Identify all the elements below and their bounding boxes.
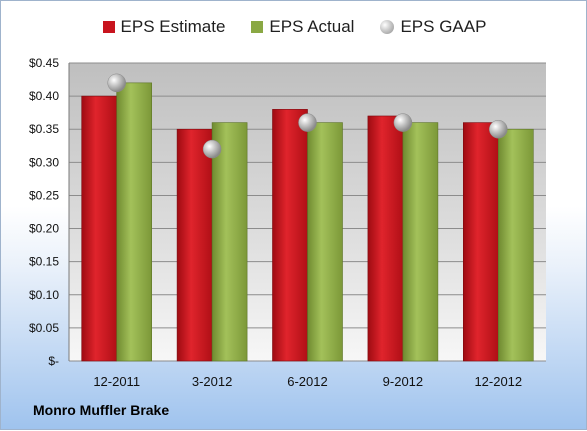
marker-eps-gaap [393,113,413,132]
x-tick-label: 12-2011 [93,374,140,389]
legend-marker-eps-gaap [380,20,395,34]
bar-eps-actual [402,122,439,362]
x-tick-label: 9-2012 [383,374,423,389]
bar-eps-actual [116,82,152,362]
bar-eps-estimate [462,122,499,362]
legend-swatch-eps-actual [251,21,264,33]
axes: $- $0.05 $0.10 $0.15 $0.20 $0.25 $0.30 $0.35 $0.… [29,56,522,389]
legend-label-eps-actual: EPS Actual [269,17,355,36]
bar-eps-estimate [176,128,213,362]
bar-eps-estimate [81,95,117,362]
y-tick-label: $0.30 [29,155,59,169]
bar-eps-estimate [272,109,308,362]
legend-item-eps-gaap: EPS GAAP [380,17,486,37]
y-tick-label: $0.25 [29,188,59,202]
chart-legend: EPS Estimate EPS Actual EPS GAAP [1,17,587,37]
x-tick-label: 12-2012 [474,374,522,389]
y-tick-label: $0.45 [29,56,59,70]
bar-eps-estimate [367,115,404,362]
bar-eps-actual [497,128,534,362]
y-tick-label: $- [48,354,59,368]
y-tick-label: $0.20 [29,222,59,236]
marker-eps-gaap [107,73,126,93]
bar-eps-actual [307,122,343,362]
legend-label-eps-estimate: EPS Estimate [120,17,226,36]
gaap-markers [107,73,508,159]
y-tick-label: $0.40 [29,89,59,103]
y-tick-label: $0.10 [29,288,59,302]
company-name: Monro Muffler Brake [33,402,170,418]
legend-item-eps-actual: EPS Actual [251,17,354,37]
legend-swatch-eps-estimate [102,21,115,33]
marker-eps-gaap [298,113,317,132]
marker-eps-gaap [489,119,508,139]
bar-eps-actual [211,122,248,362]
marker-eps-gaap [202,139,222,159]
legend-label-eps-gaap: EPS GAAP [400,17,487,36]
bars [81,82,534,362]
x-tick-label: 6-2012 [287,374,327,389]
y-tick-label: $0.15 [29,255,59,269]
legend-item-eps-estimate: EPS Estimate [102,17,226,37]
y-tick-label: $0.35 [29,122,59,136]
x-tick-label: 3-2012 [192,374,232,389]
y-tick-label: $0.05 [29,321,59,335]
